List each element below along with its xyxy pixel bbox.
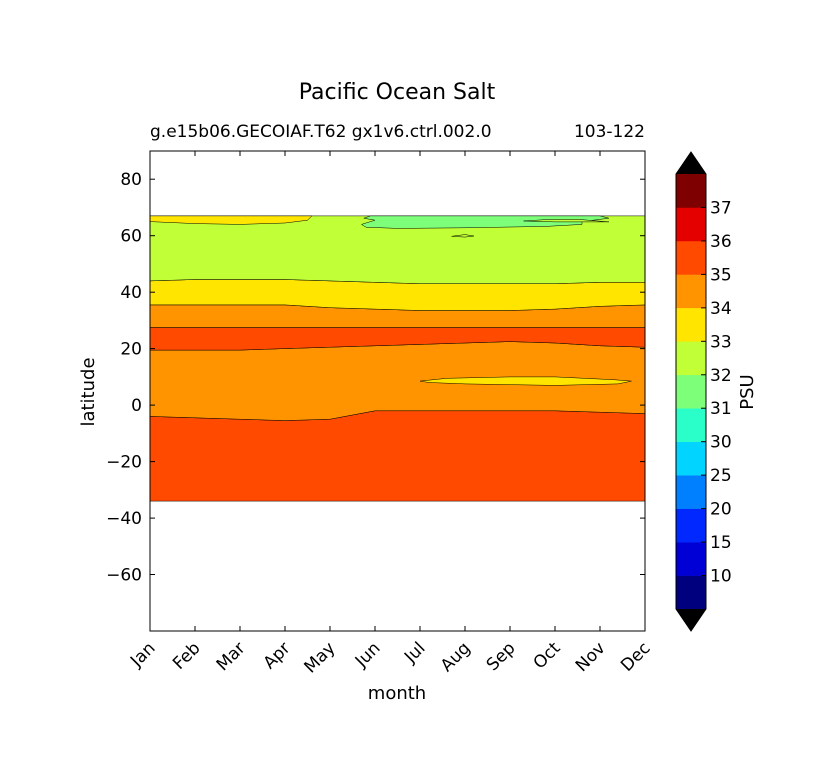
chart-title: Pacific Ocean Salt: [299, 80, 496, 105]
contour-patch-31-32-north: [361, 215, 610, 229]
colorbar-tick-label: 34: [710, 299, 732, 319]
colorbar-band: [676, 575, 706, 610]
contour-band-south-35-36: [150, 410, 645, 502]
plot-frame: [149, 150, 646, 632]
colorbar-band: [676, 374, 706, 409]
colorbar-tick-label: 20: [710, 500, 732, 520]
chart-subtitle-right: 103-122: [574, 122, 645, 142]
plot-area: [149, 150, 646, 632]
contour-patch-32-33-tiny: [451, 234, 475, 238]
colorbar-band: [676, 274, 706, 309]
y-tick-label: −40: [106, 509, 142, 529]
colorbar-outline: [675, 151, 707, 632]
x-tick-label: Jul: [400, 638, 429, 667]
y-tick-label: 20: [120, 340, 142, 360]
contour-patch-33-34-equatorial: [419, 376, 632, 386]
colorbar-label: PSU: [737, 374, 758, 409]
x-tick-label: Jun: [351, 638, 385, 672]
x-tick-label: Dec: [617, 638, 654, 675]
y-tick-label: 60: [120, 227, 142, 247]
colorbar: 10 15 20 25 30 31 32 33 34 35 36 37: [675, 151, 732, 632]
axis-ticks: [149, 151, 646, 631]
y-tick-label: −20: [106, 453, 142, 473]
x-tick-label: Oct: [530, 638, 565, 673]
contour-patch-33-34-northwest: [150, 215, 313, 225]
colorbar-band: [676, 542, 706, 576]
colorbar-band: [676, 508, 706, 543]
colorbar-tick-label: 33: [710, 332, 732, 352]
colorbar-extend-top: [676, 152, 706, 174]
colorbar-band: [676, 341, 706, 376]
colorbar-band: [676, 408, 706, 442]
x-axis-tick-labels: Jan Feb Mar Apr May Jun Jul Aug Sep Oct Nov Dec: [126, 638, 654, 677]
colorbar-tick-label: 32: [710, 366, 732, 386]
colorbar-band: [676, 475, 706, 509]
y-tick-label: 80: [120, 170, 142, 190]
colorbar-tick-label: 36: [710, 232, 732, 252]
y-tick-label: 40: [120, 283, 142, 303]
x-tick-label: Feb: [169, 638, 204, 673]
y-axis-label: latitude: [78, 357, 99, 426]
x-tick-label: Sep: [483, 638, 520, 675]
colorbar-tick-label: 30: [710, 433, 732, 453]
y-axis-tick-labels: 80 60 40 20 0 −20 −40 −60: [106, 170, 142, 585]
contour-fill-layer: [150, 215, 645, 502]
colorbar-band: [676, 174, 706, 208]
colorbar-tick-label: 25: [710, 466, 732, 486]
chart-subtitle-left: g.e15b06.GECOIAF.T62 gx1v6.ctrl.002.0: [150, 122, 492, 142]
colorbar-band: [676, 441, 706, 476]
colorbar-tick-label: 35: [710, 265, 732, 285]
x-tick-label: Aug: [437, 638, 475, 676]
y-tick-label: 0: [131, 396, 142, 416]
colorbar-extend-bottom: [676, 609, 706, 631]
colorbar-tick-label: 15: [710, 533, 732, 553]
colorbar-band: [676, 207, 706, 242]
contour-band-north-32-33: [150, 215, 645, 284]
x-tick-label: Nov: [572, 638, 610, 676]
x-tick-label: Jan: [126, 638, 159, 671]
colorbar-tick-label: 37: [710, 198, 732, 218]
colorbar-band: [676, 307, 706, 342]
colorbar-tick-label: 31: [710, 399, 732, 419]
x-axis-label: month: [368, 683, 426, 704]
x-tick-label: Mar: [213, 638, 250, 675]
x-tick-label: May: [301, 638, 340, 677]
colorbar-band: [676, 240, 706, 275]
colorbar-tick-label: 10: [710, 567, 732, 587]
y-tick-label: −60: [106, 566, 142, 586]
contour-patch-32-33-inner: [523, 219, 610, 223]
x-tick-label: Apr: [260, 638, 295, 673]
